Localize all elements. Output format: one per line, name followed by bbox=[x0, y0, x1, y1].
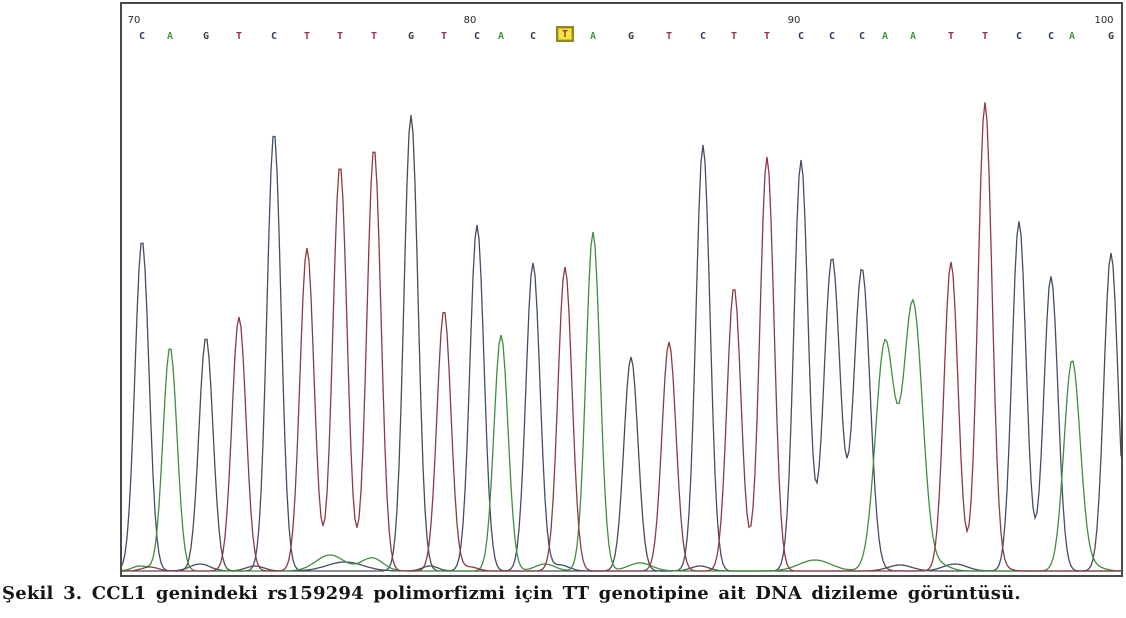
base-letter: T bbox=[235, 31, 243, 42]
base-letter: C bbox=[529, 31, 537, 42]
base-letter: C bbox=[797, 31, 805, 42]
base-letter: T bbox=[370, 31, 378, 42]
base-letter: C bbox=[1015, 31, 1023, 42]
position-label-90: 90 bbox=[787, 15, 801, 26]
highlighted-base: T bbox=[555, 26, 575, 42]
base-letter: T bbox=[763, 31, 771, 42]
base-letter: C bbox=[138, 31, 146, 42]
base-letter: G bbox=[202, 31, 210, 42]
base-letter: T bbox=[336, 31, 344, 42]
position-label-70: 70 bbox=[127, 15, 141, 26]
base-letter: T bbox=[730, 31, 738, 42]
trace-group bbox=[122, 102, 1121, 572]
base-letter: A bbox=[589, 31, 597, 42]
base-letter: T bbox=[947, 31, 955, 42]
base-letter: G bbox=[1107, 31, 1115, 42]
position-label-100: 100 bbox=[1094, 15, 1114, 26]
base-letter: T bbox=[303, 31, 311, 42]
figure-caption: Şekil 3. CCL1 genindeki rs159294 polimor… bbox=[2, 583, 1021, 604]
base-letter: T bbox=[665, 31, 673, 42]
base-letter: T bbox=[440, 31, 448, 42]
position-label-80: 80 bbox=[463, 15, 477, 26]
base-letter: A bbox=[881, 31, 889, 42]
base-letter: A bbox=[166, 31, 174, 42]
trace-a bbox=[122, 231, 1121, 572]
base-letter: C bbox=[270, 31, 278, 42]
base-letter: C bbox=[858, 31, 866, 42]
base-letter: C bbox=[1047, 31, 1055, 42]
base-letter: A bbox=[909, 31, 917, 42]
trace-t bbox=[122, 102, 1121, 572]
base-letter: C bbox=[828, 31, 836, 42]
base-letter: G bbox=[627, 31, 635, 42]
base-letter: C bbox=[473, 31, 481, 42]
base-letter: A bbox=[1068, 31, 1076, 42]
base-letter: A bbox=[497, 31, 505, 42]
base-letter: T bbox=[981, 31, 989, 42]
base-letter: G bbox=[407, 31, 415, 42]
base-letter: C bbox=[699, 31, 707, 42]
